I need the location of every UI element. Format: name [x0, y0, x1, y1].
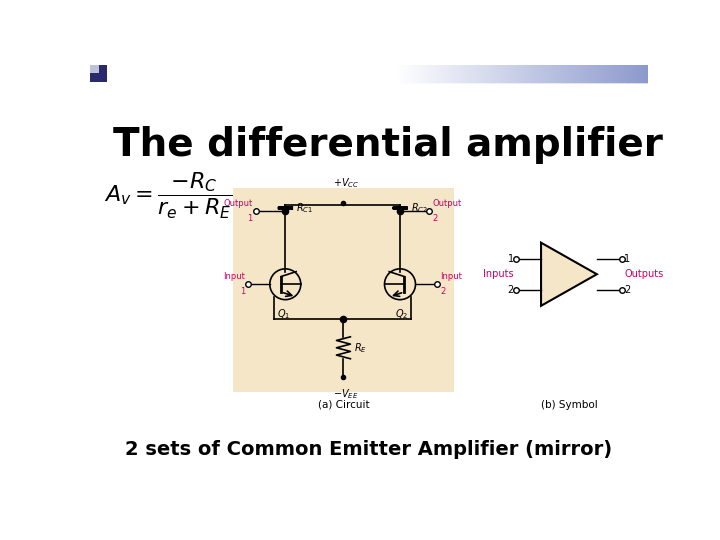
Text: 1: 1	[248, 214, 253, 223]
Text: 1: 1	[624, 254, 630, 264]
Text: Inputs: Inputs	[482, 269, 513, 279]
Bar	[233, 188, 454, 392]
Text: $R_E$: $R_E$	[354, 341, 367, 355]
Text: 2: 2	[508, 285, 514, 295]
Text: $Q_1$: $Q_1$	[277, 307, 290, 321]
Text: $-$: $-$	[549, 252, 561, 266]
Text: 2: 2	[433, 214, 438, 223]
Text: 2: 2	[441, 287, 446, 296]
Text: Outputs: Outputs	[625, 269, 664, 279]
Text: Input: Input	[223, 272, 245, 281]
Text: $R_{C2}$: $R_{C2}$	[411, 201, 428, 215]
Bar	[90, 65, 99, 73]
Text: $+$: $+$	[549, 282, 561, 296]
Text: The differential amplifier: The differential amplifier	[113, 126, 663, 164]
Text: $Q_2$: $Q_2$	[395, 307, 408, 321]
Text: $+V_{CC}$: $+V_{CC}$	[333, 176, 359, 190]
Text: Output: Output	[223, 199, 253, 208]
Text: $A_v = \dfrac{-R_C}{r_e + R_E}$: $A_v = \dfrac{-R_C}{r_e + R_E}$	[104, 171, 232, 221]
Text: 2: 2	[624, 285, 630, 295]
Text: Input: Input	[441, 272, 462, 281]
Text: 1: 1	[240, 287, 245, 296]
Text: (a) Circuit: (a) Circuit	[318, 400, 369, 410]
Text: (b) Symbol: (b) Symbol	[541, 400, 598, 410]
Text: 1: 1	[508, 254, 514, 264]
Polygon shape	[541, 242, 597, 306]
Text: $R_{C1}$: $R_{C1}$	[296, 201, 313, 215]
Bar	[90, 65, 107, 82]
Text: $-V_{EE}$: $-V_{EE}$	[333, 387, 359, 401]
Text: 2 sets of Common Emitter Amplifier (mirror): 2 sets of Common Emitter Amplifier (mirr…	[125, 440, 613, 460]
Text: Output: Output	[433, 199, 462, 208]
